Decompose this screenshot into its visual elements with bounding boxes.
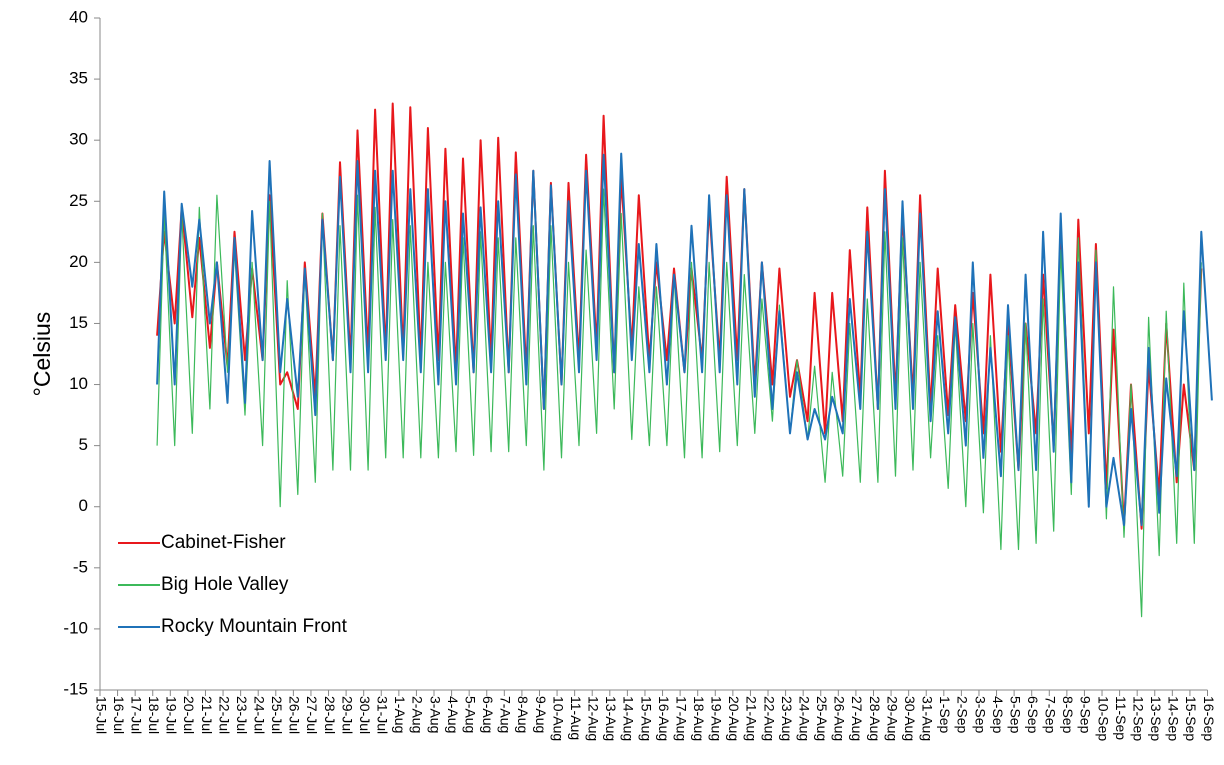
x-tick-label: 27-Jul: [304, 696, 320, 734]
x-tick-label: 21-Aug: [744, 696, 760, 741]
x-tick-label: 28-Aug: [867, 696, 883, 741]
x-tick-label: 4-Sep: [990, 696, 1006, 734]
x-tick-label: 29-Aug: [884, 696, 900, 741]
x-tick-label: 13-Aug: [603, 696, 619, 741]
y-tick-label: 5: [79, 435, 88, 454]
x-tick-label: 5-Aug: [462, 696, 478, 733]
x-tick-label: 16-Aug: [656, 696, 672, 741]
legend-label: Cabinet-Fisher: [161, 532, 286, 553]
x-tick-label: 2-Sep: [955, 696, 971, 734]
y-tick-label: 10: [69, 374, 88, 393]
x-tick-label: 8-Aug: [515, 696, 531, 733]
x-tick-label: 10-Aug: [550, 696, 566, 741]
y-tick-label: 30: [69, 130, 88, 149]
x-tick-label: 24-Jul: [252, 696, 268, 734]
x-tick-label: 20-Aug: [726, 696, 742, 741]
y-tick-label: 40: [69, 7, 88, 26]
x-tick-label: 25-Jul: [269, 696, 285, 734]
x-tick-label: 19-Jul: [164, 696, 180, 734]
x-tick-label: 1-Sep: [937, 696, 953, 734]
y-tick-label: -10: [63, 618, 88, 637]
x-tick-label: 14-Aug: [621, 696, 637, 741]
x-tick-label: 10-Sep: [1095, 696, 1111, 741]
x-tick-label: 18-Jul: [146, 696, 162, 734]
legend-label: Big Hole Valley: [161, 574, 289, 595]
x-tick-label: 20-Jul: [181, 696, 197, 734]
x-tick-label: 30-Aug: [902, 696, 918, 741]
x-tick-label: 4-Aug: [445, 696, 461, 733]
x-tick-label: 11-Sep: [1113, 696, 1129, 740]
x-tick-label: 7-Sep: [1043, 696, 1059, 734]
x-tick-label: 31-Aug: [920, 696, 936, 741]
x-tick-label: 31-Jul: [375, 696, 391, 734]
x-tick-label: 25-Aug: [814, 696, 830, 741]
y-tick-label: 20: [69, 252, 88, 271]
x-tick-label: 12-Sep: [1130, 696, 1146, 741]
x-tick-label: 22-Aug: [761, 696, 777, 741]
y-tick-label: -15: [63, 679, 88, 698]
x-tick-label: 23-Jul: [234, 696, 250, 734]
x-tick-label: 26-Aug: [832, 696, 848, 741]
x-tick-label: 17-Jul: [128, 696, 144, 734]
x-tick-label: 16-Jul: [111, 696, 127, 734]
x-tick-label: 26-Jul: [287, 696, 303, 734]
x-tick-label: 17-Aug: [673, 696, 689, 741]
x-tick-label: 14-Sep: [1166, 696, 1182, 741]
y-tick-label: 15: [69, 313, 88, 332]
x-tick-label: 15-Sep: [1183, 696, 1199, 741]
x-tick-label: 15-Aug: [638, 696, 654, 741]
y-tick-label: -5: [73, 557, 88, 576]
series-line: [156, 152, 1213, 527]
x-tick-label: 7-Aug: [498, 696, 514, 733]
x-tick-label: 6-Aug: [480, 696, 496, 733]
x-tick-label: 3-Aug: [427, 696, 443, 733]
x-tick-label: 21-Jul: [199, 696, 215, 734]
x-tick-label: 22-Jul: [216, 696, 232, 734]
x-tick-label: 15-Jul: [93, 696, 109, 734]
x-tick-label: 27-Aug: [849, 696, 865, 741]
legend-label: Rocky Mountain Front: [161, 616, 348, 637]
x-tick-label: 6-Sep: [1025, 696, 1041, 734]
x-tick-label: 18-Aug: [691, 696, 707, 741]
x-tick-label: 9-Sep: [1078, 696, 1094, 734]
series-line: [156, 188, 1202, 618]
x-tick-label: 11-Aug: [568, 696, 584, 740]
x-tick-label: 24-Aug: [796, 696, 812, 741]
x-tick-label: 23-Aug: [779, 696, 795, 741]
x-tick-label: 5-Sep: [1007, 696, 1023, 734]
x-tick-label: 30-Jul: [357, 696, 373, 734]
y-tick-label: 35: [69, 69, 88, 88]
x-tick-label: 2-Aug: [410, 696, 426, 733]
x-tick-label: 28-Jul: [322, 696, 338, 734]
x-tick-label: 3-Sep: [972, 696, 988, 734]
x-tick-label: 13-Sep: [1148, 696, 1164, 741]
y-tick-label: 25: [69, 191, 88, 210]
x-tick-label: 16-Sep: [1201, 696, 1217, 741]
x-tick-label: 19-Aug: [709, 696, 725, 741]
y-axis-label: °Celsius: [29, 312, 55, 397]
x-tick-label: 9-Aug: [533, 696, 549, 733]
x-tick-label: 29-Jul: [339, 696, 355, 734]
x-tick-label: 1-Aug: [392, 696, 408, 733]
x-tick-label: 8-Sep: [1060, 696, 1076, 734]
x-tick-label: 12-Aug: [586, 696, 602, 741]
y-tick-label: 0: [79, 496, 88, 515]
